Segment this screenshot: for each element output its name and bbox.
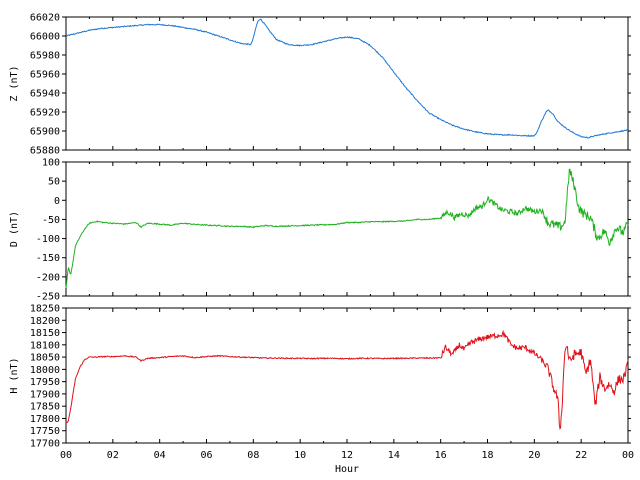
plot-frame	[65, 307, 629, 444]
y-axis-label: H (nT)	[9, 357, 20, 393]
y-tick-label: -100	[36, 234, 60, 245]
z-component-panel: 65880 65900 65920 65940 65960 65980 66000 66020…	[9, 13, 631, 157]
y-axis-label: D (nT)	[9, 211, 20, 247]
y-tick-label: 18000	[30, 365, 60, 376]
plot-frame	[65, 161, 629, 297]
y-tick-label: -150	[36, 253, 60, 264]
y-tick-label: 65980	[30, 51, 60, 62]
y-tick-label: -250	[36, 292, 60, 303]
x-tick-label: 12	[341, 450, 353, 461]
x-tick-label: 10	[294, 450, 306, 461]
y-tick-label: 17900	[30, 389, 60, 400]
y-tick-label: 17800	[30, 414, 60, 425]
y-tick-label: 100	[42, 158, 60, 169]
y-tick-label: 65940	[30, 89, 60, 100]
y-tick-label: 66020	[30, 13, 60, 24]
x-tick-label: 18	[481, 450, 493, 461]
x-tick-label: 08	[247, 450, 259, 461]
x-tick-label: 14	[388, 450, 400, 461]
series-line	[65, 168, 629, 288]
y-tick-label: 18200	[30, 316, 60, 327]
y-tick-label: 17750	[30, 426, 60, 437]
x-tick-label: 06	[200, 450, 212, 461]
y-tick-label: 18150	[30, 328, 60, 339]
y-tick-label: 17700	[30, 439, 60, 450]
x-tick-label: 00	[60, 450, 72, 461]
x-axis-label: Hour	[335, 464, 359, 475]
y-tick-label: 65960	[30, 70, 60, 81]
y-tick-label: 66000	[30, 32, 60, 43]
y-tick-label: 65920	[30, 108, 60, 119]
x-tick-label: 04	[154, 450, 166, 461]
y-tick-label: 0	[54, 196, 60, 207]
x-tick-label: 22	[575, 450, 587, 461]
y-tick-label: 50	[48, 177, 60, 188]
y-axis-label: Z (nT)	[9, 65, 20, 101]
x-tick-label: 00	[622, 450, 634, 461]
y-tick-label: 18100	[30, 340, 60, 351]
x-tick-label: 20	[528, 450, 540, 461]
y-tick-label: 65880	[30, 146, 60, 157]
y-tick-label: 18050	[30, 353, 60, 364]
y-tick-label: 17950	[30, 377, 60, 388]
y-tick-label: 65900	[30, 127, 60, 138]
series-line	[65, 18, 629, 139]
y-tick-label: 18250	[30, 304, 60, 315]
y-tick-label: 17850	[30, 402, 60, 413]
series-line	[65, 329, 629, 430]
y-tick-label: -50	[42, 215, 60, 226]
x-tick-label: 02	[107, 450, 119, 461]
x-tick-label: 16	[435, 450, 447, 461]
y-tick-label: -200	[36, 272, 60, 283]
d-component-panel: -250 -200 -150 -100 -50 0 50 100 D (nT)	[9, 158, 631, 303]
